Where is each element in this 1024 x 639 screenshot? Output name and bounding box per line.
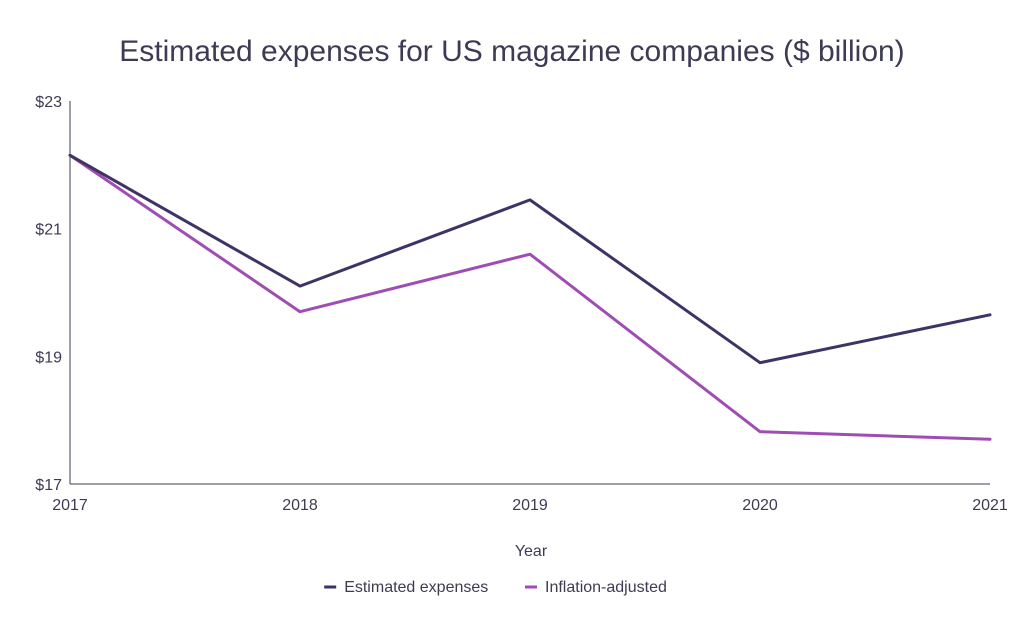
legend-item: Estimated expenses — [324, 579, 488, 596]
y-tick-label: $19 — [35, 349, 62, 366]
series-line — [68, 153, 992, 365]
x-tick-label: 2019 — [512, 497, 548, 514]
chart-title: Estimated expenses for US magazine compa… — [119, 35, 904, 68]
series-line — [68, 153, 992, 441]
legend-label: Inflation-adjusted — [545, 579, 667, 596]
x-tick-label: 2017 — [52, 497, 88, 514]
y-tick-label: $23 — [35, 94, 62, 111]
x-tick-label: 2018 — [282, 497, 318, 514]
y-tick-labels: $17 $19 $21 $23 — [35, 94, 62, 494]
x-tick-label: 2021 — [972, 497, 1008, 514]
x-tick-label: 2020 — [742, 497, 778, 514]
y-tick-label: $17 — [35, 477, 62, 494]
axes — [69, 101, 990, 485]
y-tick-label: $21 — [35, 222, 62, 239]
legend-item: Inflation-adjusted — [525, 579, 667, 596]
legend-label: Estimated expenses — [344, 579, 488, 596]
x-tick-labels: 2017 2018 2019 2020 2021 — [52, 497, 1008, 514]
x-axis-label: Year — [515, 543, 548, 560]
series-lines — [68, 153, 992, 441]
legend: Estimated expenses Inflation-adjusted — [324, 579, 667, 596]
